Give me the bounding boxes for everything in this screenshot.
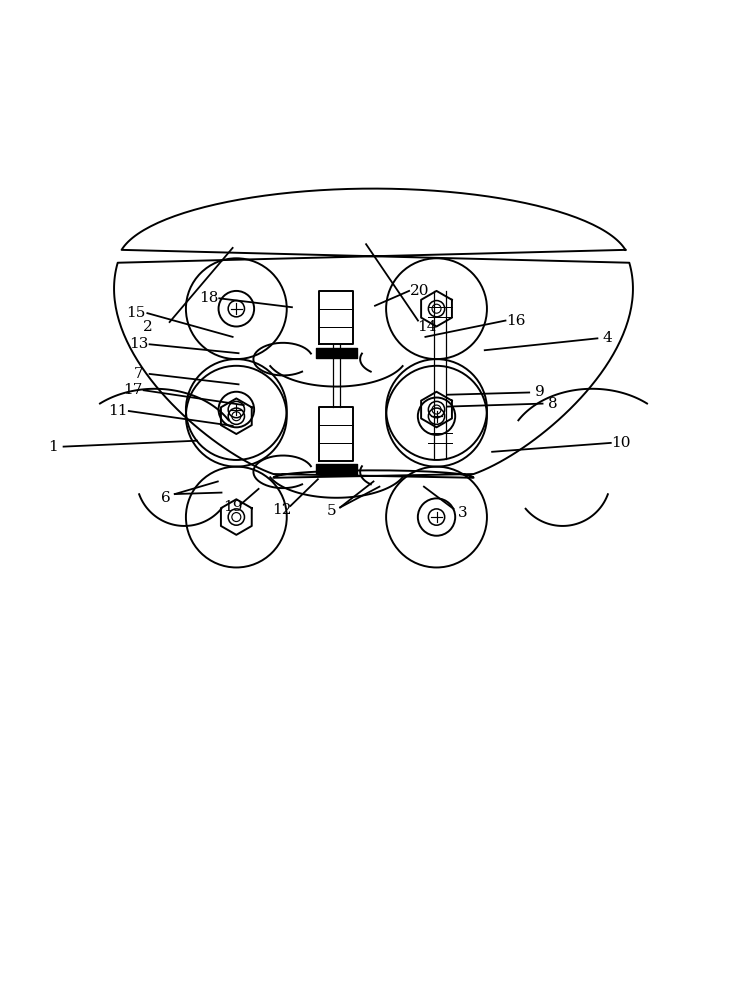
Text: 15: 15 [126, 306, 146, 320]
Text: 3: 3 [458, 506, 468, 520]
Text: 7: 7 [134, 367, 143, 381]
Text: 2: 2 [143, 320, 152, 334]
Text: 11: 11 [108, 404, 128, 418]
Text: 19: 19 [223, 500, 242, 514]
Text: 10: 10 [611, 436, 631, 450]
Text: 14: 14 [417, 320, 437, 334]
Text: 12: 12 [272, 503, 291, 517]
Text: 1: 1 [49, 440, 58, 454]
Text: 18: 18 [199, 291, 219, 305]
Text: 13: 13 [128, 337, 148, 351]
Text: 20: 20 [409, 284, 430, 298]
Text: 16: 16 [506, 314, 526, 328]
Text: 8: 8 [548, 397, 558, 411]
Text: 4: 4 [603, 331, 613, 345]
Text: 5: 5 [326, 504, 336, 518]
Text: 9: 9 [535, 385, 545, 399]
Text: 17: 17 [123, 383, 142, 397]
Text: 6: 6 [161, 491, 171, 505]
